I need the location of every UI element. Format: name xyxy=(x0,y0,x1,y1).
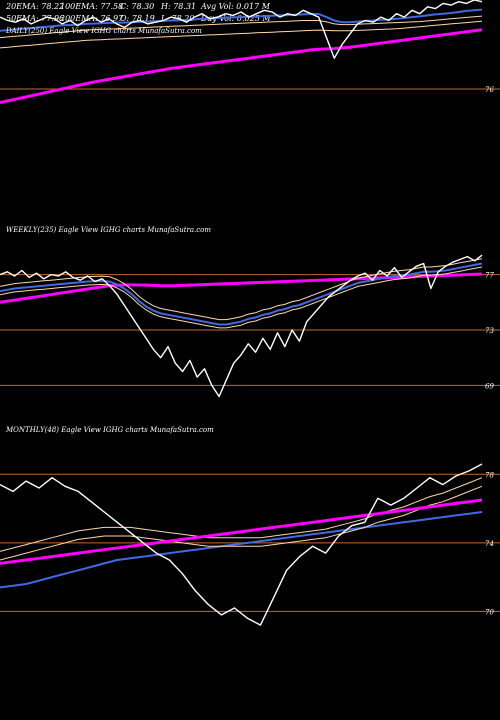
header-ema100: 100EMA: 77.58 xyxy=(60,2,123,11)
ema-upper-line xyxy=(0,258,483,321)
price-line xyxy=(0,254,483,398)
header-ema20: 20EMA: 78.22 xyxy=(5,2,64,11)
header-avg-vol: Avg Vol: 0.017 M xyxy=(200,2,271,11)
header-open: O: 78.19 xyxy=(120,14,155,23)
monthly-panel: 78 74 70 xyxy=(0,463,500,626)
ema-lower-line xyxy=(0,485,483,561)
y-tick-label: 76 xyxy=(485,86,494,94)
daily-panel: 76 xyxy=(0,0,500,105)
header-close: C: 78.30 xyxy=(120,2,154,11)
y-tick-label: 78 xyxy=(485,471,494,479)
ema200-line xyxy=(0,28,483,105)
ema100-line xyxy=(0,20,483,49)
header-ema50: 50EMA: 77.96 xyxy=(6,14,64,23)
weekly-panel-title: WEEKLY(235) Eagle View IGHG charts Munaf… xyxy=(6,226,211,234)
ema-mid-line xyxy=(0,262,483,326)
weekly-panel: 77 73 69 xyxy=(0,254,500,398)
y-tick-label: 70 xyxy=(485,608,494,616)
ema-long-line xyxy=(0,498,483,565)
header-day-vol: Day Vol: 0.025 M xyxy=(200,14,271,23)
ema50-line xyxy=(0,15,483,39)
price-line xyxy=(0,0,483,59)
daily-panel-title: DAILY(250) Eagle View IGHG charts Munafa… xyxy=(5,27,202,35)
price-line xyxy=(0,463,483,626)
ema-upper-line xyxy=(0,477,483,552)
ema-lower-line xyxy=(0,266,483,329)
y-tick-label: 77 xyxy=(485,272,494,280)
y-tick-label: 74 xyxy=(485,540,494,548)
header-high: H: 78.31 xyxy=(160,2,196,11)
y-tick-label: 73 xyxy=(485,327,494,335)
ema-mid-line xyxy=(0,511,483,589)
y-tick-label: 69 xyxy=(485,382,494,390)
monthly-panel-title: MONTHLY(48) Eagle View IGHG charts Munaf… xyxy=(5,426,214,434)
